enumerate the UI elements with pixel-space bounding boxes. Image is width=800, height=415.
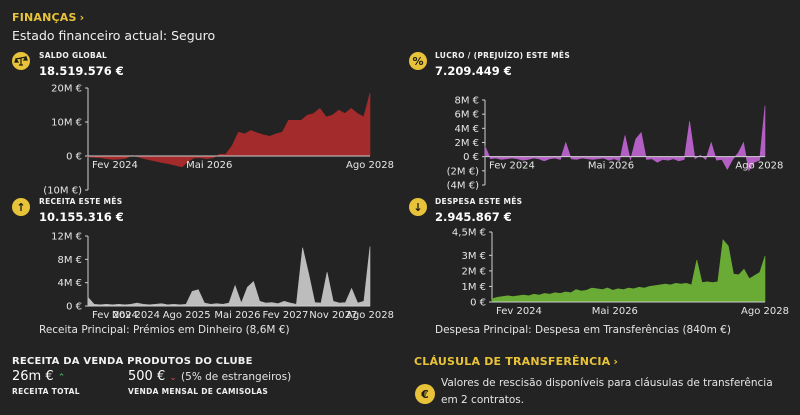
x-tick-label: Fev 2024 bbox=[496, 306, 542, 317]
arrow-down-icon: ↓ bbox=[409, 198, 427, 216]
total-revenue-label: RECEITA TOTAL bbox=[12, 387, 80, 396]
saldo-value: 18.519.576 € bbox=[39, 64, 124, 78]
lucro-label: LUCRO / (PREJUÍZO) ESTE MÊS bbox=[435, 51, 571, 60]
shirt-sales-note: (5% de estrangeiros) bbox=[181, 371, 292, 383]
venda-title: RECEITA DA VENDA PRODUTOS DO CLUBE bbox=[12, 356, 253, 367]
y-tick-label: (2M €) bbox=[447, 166, 479, 177]
y-tick-label: 2M € bbox=[461, 266, 486, 277]
saldo-label: SALDO GLOBAL bbox=[39, 51, 108, 60]
y-tick-label: (10M €) bbox=[43, 186, 82, 197]
financial-status: Estado financeiro actual: Seguro bbox=[12, 28, 216, 43]
x-tick-label: Ago 2025 bbox=[163, 310, 211, 321]
percent-icon: % bbox=[409, 52, 427, 70]
x-tick-label: Ago 2028 bbox=[735, 161, 783, 172]
y-tick-label: 0 € bbox=[463, 152, 479, 163]
y-tick-label: 4,5M € bbox=[452, 228, 486, 239]
y-tick-label: (4M €) bbox=[447, 181, 479, 192]
x-tick-label: Ago 2028 bbox=[741, 306, 789, 317]
receita-label: RECEITA ESTE MÊS bbox=[39, 197, 123, 206]
shirt-sales-label: VENDA MENSAL DE CAMISOLAS bbox=[128, 387, 269, 396]
y-tick-label: 8M € bbox=[454, 96, 479, 107]
y-tick-label: 0 € bbox=[66, 302, 82, 313]
x-tick-label: Ago 2028 bbox=[346, 160, 394, 171]
receita-value: 10.155.316 € bbox=[39, 210, 124, 224]
series-area bbox=[484, 105, 766, 172]
x-tick-label: Mai 2026 bbox=[592, 306, 638, 317]
chevron-right-icon: › bbox=[79, 11, 85, 24]
trend-up-icon: ⌃ bbox=[57, 373, 66, 383]
x-tick-label: Fev 2027 bbox=[262, 310, 308, 321]
despesa-chart: 4,5M € 3M € 2M € 1M € 0 € Fev 2024 Mai 2026 Ago… bbox=[452, 228, 789, 318]
x-tick-label: Fev 2024 bbox=[92, 160, 138, 171]
y-tick-label: 8M € bbox=[57, 255, 82, 266]
despesa-value: 2.945.867 € bbox=[435, 210, 512, 224]
shirt-sales: 500 € ⌄ (5% de estrangeiros) bbox=[128, 369, 291, 384]
euro-icon: € bbox=[415, 384, 435, 404]
y-tick-label: 0 € bbox=[66, 152, 82, 163]
saldo-chart: 20M € 10M € 0 € (10M €) Fev 2024 Mai 2026 Ago … bbox=[43, 84, 394, 197]
y-tick-label: 1M € bbox=[461, 282, 486, 293]
clausula-section-link[interactable]: CLÁUSULA DE TRANSFERÊNCIA › bbox=[414, 355, 618, 368]
despesa-caption: Despesa Principal: Despesa em Transferên… bbox=[435, 324, 731, 336]
lucro-chart: 8M € 6M € 4M € 2M € 0 € (2M €) (4M €) Fev 2024 M… bbox=[447, 96, 784, 192]
receita-caption: Receita Principal: Prémios em Dinheiro (… bbox=[39, 324, 290, 336]
financas-section-link[interactable]: FINANÇAS › bbox=[12, 11, 84, 24]
x-tick-label: Mai 2026 bbox=[186, 160, 232, 171]
y-tick-label: 20M € bbox=[51, 84, 82, 95]
x-tick-label: Fev 2024 bbox=[489, 161, 535, 172]
y-tick-label: 4M € bbox=[57, 278, 82, 289]
chevron-right-icon: › bbox=[613, 355, 619, 368]
financas-label: FINANÇAS bbox=[12, 11, 77, 24]
balance-scale-icon bbox=[12, 52, 30, 70]
x-tick-label: Mai 2026 bbox=[214, 310, 260, 321]
y-tick-label: 2M € bbox=[454, 138, 479, 149]
series-area bbox=[491, 239, 766, 303]
x-tick-label: Fev 2024 bbox=[92, 310, 138, 321]
despesa-label: DESPESA ESTE MÊS bbox=[435, 197, 523, 206]
y-tick-label: 4M € bbox=[454, 124, 479, 135]
y-tick-label: 0 € bbox=[470, 298, 486, 309]
total-revenue-value: 26m € bbox=[12, 369, 54, 384]
x-tick-label: Ago 2028 bbox=[346, 310, 394, 321]
x-tick-label: Nov 2024 bbox=[112, 310, 160, 321]
y-tick-label: 6M € bbox=[454, 110, 479, 121]
lucro-value: 7.209.449 € bbox=[435, 64, 512, 78]
clausula-text: Valores de rescisão disponíveis para clá… bbox=[441, 377, 773, 406]
arrow-up-icon: ↑ bbox=[12, 198, 30, 216]
total-revenue: 26m € ⌃ bbox=[12, 369, 65, 384]
series-area bbox=[87, 93, 371, 168]
series-area bbox=[87, 246, 371, 307]
x-tick-label: Nov 2027 bbox=[309, 310, 357, 321]
shirt-sales-value: 500 € bbox=[128, 369, 166, 384]
clausula-title: CLÁUSULA DE TRANSFERÊNCIA bbox=[414, 355, 611, 368]
y-tick-label: 12M € bbox=[51, 232, 82, 243]
y-tick-label: 10M € bbox=[51, 118, 82, 129]
trend-down-icon: ⌄ bbox=[169, 373, 177, 383]
y-tick-label: 3M € bbox=[461, 251, 486, 262]
x-tick-label: Mai 2026 bbox=[588, 161, 634, 172]
